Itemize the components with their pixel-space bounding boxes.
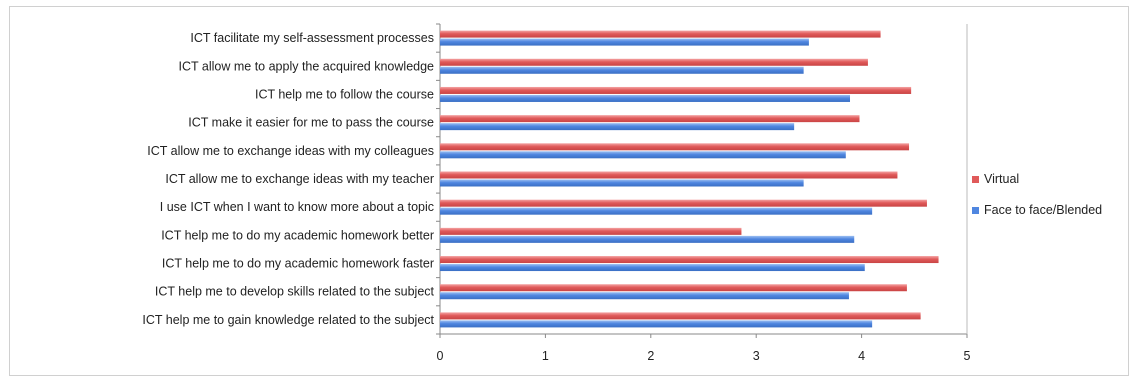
- bar-face-to-face-blended: [440, 151, 846, 159]
- legend-swatch-face-to-face-blended: [972, 207, 979, 214]
- x-tick-label: 1: [542, 349, 549, 363]
- bar-virtual: [440, 227, 742, 235]
- bar-face-to-face-blended: [440, 66, 804, 74]
- bar-chart: 0 1 2 3 4 5 ICT facilitate my self-assessment …: [142, 23, 1102, 363]
- bar-face-to-face-blended: [440, 320, 873, 328]
- legend-label-face-to-face-blended: Face to face/Blended: [984, 203, 1102, 217]
- bar-virtual: [440, 86, 912, 94]
- category-label: ICT help me to do my academic homework f…: [162, 257, 434, 271]
- legend-label-virtual: Virtual: [984, 172, 1019, 186]
- category-label: I use ICT when I want to know more about…: [160, 200, 434, 214]
- category-label: ICT facilitate my self-assessment proces…: [190, 31, 434, 45]
- category-label: ICT help me to develop skills related to…: [155, 285, 435, 299]
- bar-face-to-face-blended: [440, 264, 865, 272]
- bar-virtual: [440, 284, 907, 292]
- bar-face-to-face-blended: [440, 179, 804, 187]
- x-tick-label: 3: [753, 349, 760, 363]
- bar-face-to-face-blended: [440, 38, 809, 46]
- bar-virtual: [440, 58, 868, 66]
- category-label: ICT help me to do my academic homework b…: [161, 228, 434, 242]
- bar-virtual: [440, 199, 927, 207]
- chart-frame: 0 1 2 3 4 5 ICT facilitate my self-assessment …: [9, 6, 1129, 376]
- category-label: ICT allow me to exchange ideas with my c…: [147, 144, 434, 158]
- category-label: ICT allow me to exchange ideas with my t…: [165, 172, 434, 186]
- bar-virtual: [440, 256, 939, 264]
- category-label: ICT make it easier for me to pass the co…: [188, 116, 434, 130]
- x-tick-label: 2: [647, 349, 654, 363]
- bar-virtual: [440, 312, 921, 320]
- bar-virtual: [440, 30, 881, 38]
- bar-virtual: [440, 143, 910, 151]
- bar-face-to-face-blended: [440, 292, 849, 300]
- bar-virtual: [440, 171, 898, 179]
- bar-face-to-face-blended: [440, 94, 851, 102]
- category-label: ICT allow me to apply the acquired knowl…: [179, 59, 435, 73]
- category-label: ICT help me to gain knowledge related to…: [142, 313, 434, 327]
- legend-swatch-virtual: [972, 176, 979, 183]
- bar-virtual: [440, 115, 860, 123]
- bar-face-to-face-blended: [440, 207, 873, 215]
- x-tick-label: 5: [964, 349, 971, 363]
- bar-face-to-face-blended: [440, 235, 855, 243]
- x-tick-label: 4: [858, 349, 865, 363]
- category-label: ICT help me to follow the course: [255, 87, 434, 101]
- bar-face-to-face-blended: [440, 123, 795, 131]
- x-tick-label: 0: [437, 349, 444, 363]
